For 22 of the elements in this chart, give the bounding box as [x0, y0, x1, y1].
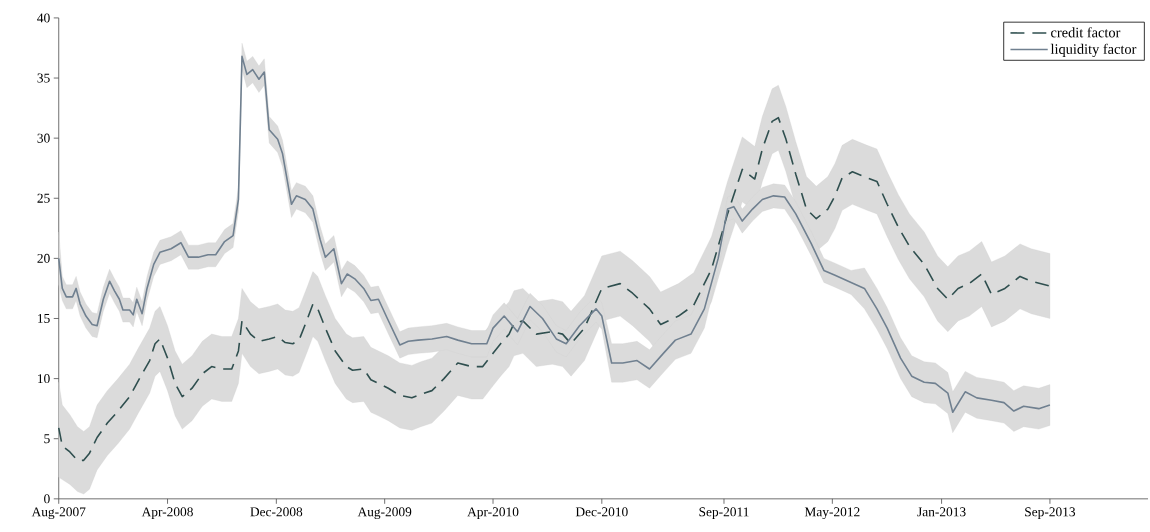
x-tick-label: May-2012 — [804, 507, 860, 520]
y-tick-label: 15 — [38, 314, 50, 324]
x-tick-label: Sep-2013 — [1025, 507, 1076, 520]
x-tick-label: Dec-2008 — [250, 507, 303, 517]
x-tick-label: Sep-2011 — [699, 507, 749, 520]
x-tick-label: Jan-2013 — [917, 507, 966, 517]
y-tick-label: 30 — [37, 133, 50, 143]
y-tick-label: 5 — [44, 434, 50, 444]
legend-label: credit factor — [1051, 27, 1121, 38]
y-tick-label: 10 — [38, 374, 50, 384]
x-tick-label: Apr-2010 — [467, 507, 519, 520]
y-tick-label: 40 — [37, 13, 50, 23]
legend-label: liquidity factor — [1050, 43, 1137, 58]
x-tick-label: Dec-2010 — [575, 507, 628, 517]
line-series — [57, 117, 1051, 462]
y-tick-label: 20 — [37, 254, 50, 264]
y-tick-label: 35 — [37, 73, 50, 83]
x-tick-label: Aug-2007 — [31, 507, 86, 520]
y-tick-label: 0 — [44, 494, 50, 504]
x-tick-label: Apr-2008 — [141, 507, 193, 520]
x-tick-label: Aug-2009 — [357, 507, 412, 520]
y-tick-label: 25 — [37, 193, 50, 203]
